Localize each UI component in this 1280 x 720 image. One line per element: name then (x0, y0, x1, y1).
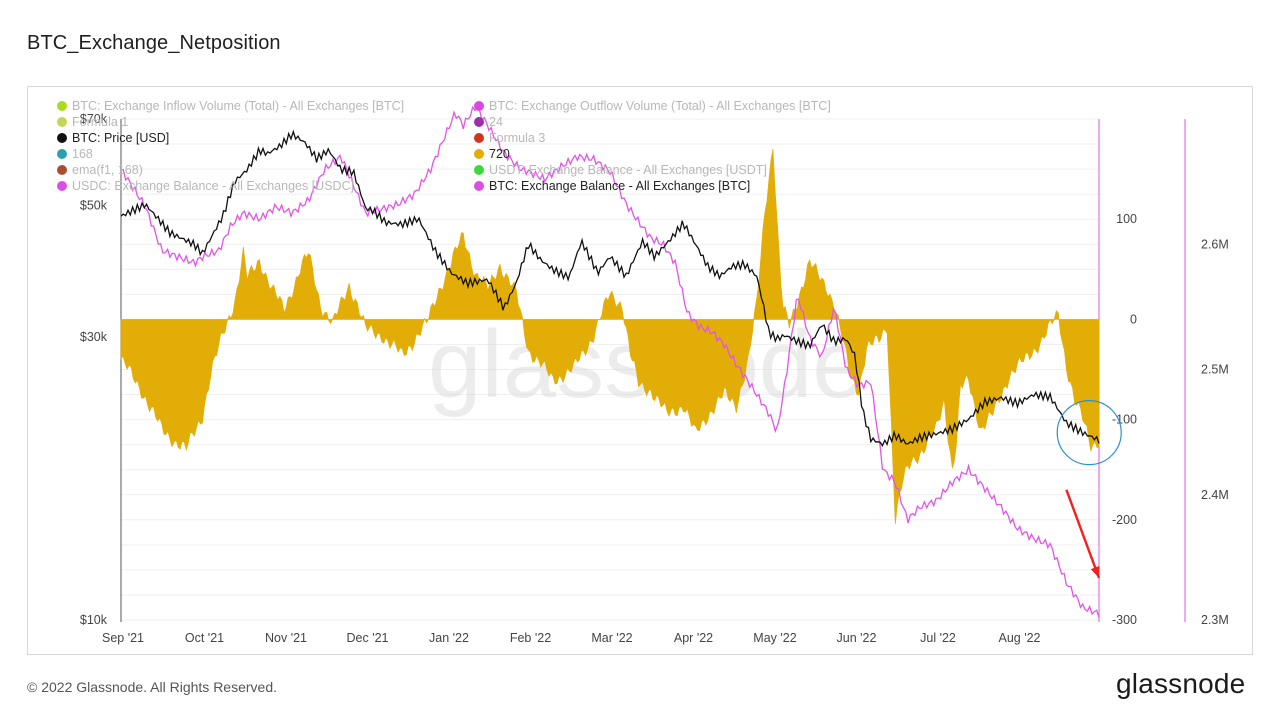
legend-label: BTC: Exchange Balance - All Exchanges [B… (489, 179, 750, 193)
y-tick-middle: -300 (1112, 613, 1137, 627)
y-tick-right: 2.6M (1201, 237, 1229, 251)
legend-item[interactable]: USDT: Exchange Balance - All Exchanges [… (474, 163, 767, 177)
legend-item[interactable]: 720 (474, 147, 510, 161)
legend-swatch-icon (57, 133, 67, 143)
y-tick-left: $50k (80, 199, 108, 213)
legend-item[interactable]: BTC: Exchange Inflow Volume (Total) - Al… (57, 99, 404, 113)
series-btc-price-line (120, 129, 1100, 447)
series-720-area (120, 148, 1100, 525)
legend-swatch-icon (474, 117, 484, 127)
x-tick: May '22 (753, 631, 796, 645)
legend-label: USDT: Exchange Balance - All Exchanges [… (489, 163, 767, 177)
annotation-arrow-line (1065, 489, 1101, 579)
legend-label: BTC: Exchange Outflow Volume (Total) - A… (489, 99, 831, 113)
chart-container: $10k $30k $50k $70k 100 0 -100 -200 -300 2.6M 2.… (27, 86, 1253, 655)
x-tick: Sep '21 (102, 631, 144, 645)
x-tick: Apr '22 (674, 631, 713, 645)
x-tick: Nov '21 (265, 631, 307, 645)
legend-item[interactable]: USDC: Exchange Balance - All Exchanges [… (57, 179, 354, 193)
x-tick: Jan '22 (429, 631, 469, 645)
y-tick-right: 2.4M (1201, 488, 1229, 502)
legend-label: 720 (489, 147, 510, 161)
page-title: BTC_Exchange_Netposition (27, 32, 281, 54)
x-tick: Dec '21 (347, 631, 389, 645)
legend-label: BTC: Exchange Inflow Volume (Total) - Al… (72, 99, 404, 113)
y-tick-left: $30k (80, 330, 108, 344)
y-tick-middle: -200 (1112, 513, 1137, 527)
legend-swatch-icon (474, 165, 484, 175)
y-tick-right: 2.3M (1201, 613, 1229, 627)
legend-item[interactable]: Formula 1 (57, 115, 128, 129)
annotation-arrow-head (1090, 565, 1100, 578)
legend-swatch-icon (57, 101, 67, 111)
copyright-text: © 2022 Glassnode. All Rights Reserved. (27, 679, 278, 695)
glassnode-logo[interactable]: glassnode (1116, 668, 1246, 699)
y-tick-right: 2.5M (1201, 363, 1229, 377)
legend-item[interactable]: BTC: Exchange Outflow Volume (Total) - A… (474, 99, 831, 113)
legend-label: Formula 1 (72, 115, 128, 129)
series-layer (120, 105, 1100, 618)
x-tick: Jun '22 (837, 631, 877, 645)
legend-swatch-icon (57, 181, 67, 191)
series-btc-exchange-balance-line (120, 105, 1100, 618)
legend-item[interactable]: 168 (57, 147, 93, 161)
legend-swatch-icon (57, 149, 67, 159)
legend-item[interactable]: 24 (474, 115, 503, 129)
y-axis-middle-netposition: 100 0 -100 -200 -300 (1098, 119, 1137, 627)
annotations (1056, 400, 1122, 579)
x-tick: Jul '22 (920, 631, 956, 645)
legend-item[interactable]: BTC: Price [USD] (57, 131, 169, 145)
y-tick-middle: -100 (1112, 413, 1137, 427)
legend-label: 24 (489, 115, 503, 129)
y-axis-left-price: $10k $30k $50k $70k (80, 112, 122, 627)
annotation-circle (1056, 400, 1122, 466)
legend-label: ema(f1, 168) (72, 163, 143, 177)
y-tick-middle: 100 (1116, 212, 1137, 226)
x-tick: Aug '22 (998, 631, 1040, 645)
legend-item[interactable]: Formula 3 (474, 131, 545, 145)
legend-swatch-icon (57, 165, 67, 175)
y-tick-middle: 0 (1130, 312, 1137, 326)
x-tick: Oct '21 (185, 631, 224, 645)
y-tick-left: $70k (80, 112, 108, 126)
y-axis-right-balance: 2.6M 2.5M 2.4M 2.3M (1184, 119, 1229, 627)
legend-label: USDC: Exchange Balance - All Exchanges [… (72, 179, 354, 193)
x-axis: Sep '21 Oct '21 Nov '21 Dec '21 Jan '22 Feb '… (102, 631, 1041, 645)
legend-label: BTC: Price [USD] (72, 131, 169, 145)
legend-swatch-icon (57, 117, 67, 127)
legend-swatch-icon (474, 149, 484, 159)
legend-swatch-icon (474, 181, 484, 191)
legend-item[interactable]: BTC: Exchange Balance - All Exchanges [B… (474, 179, 750, 193)
legend-swatch-icon (474, 101, 484, 111)
chart-legend[interactable]: BTC: Exchange Inflow Volume (Total) - Al… (57, 99, 831, 193)
legend-label: 168 (72, 147, 93, 161)
y-tick-left: $10k (80, 613, 108, 627)
legend-label: Formula 3 (489, 131, 545, 145)
legend-swatch-icon (474, 133, 484, 143)
x-tick: Feb '22 (510, 631, 551, 645)
x-tick: Mar '22 (591, 631, 632, 645)
legend-item[interactable]: ema(f1, 168) (57, 163, 143, 177)
